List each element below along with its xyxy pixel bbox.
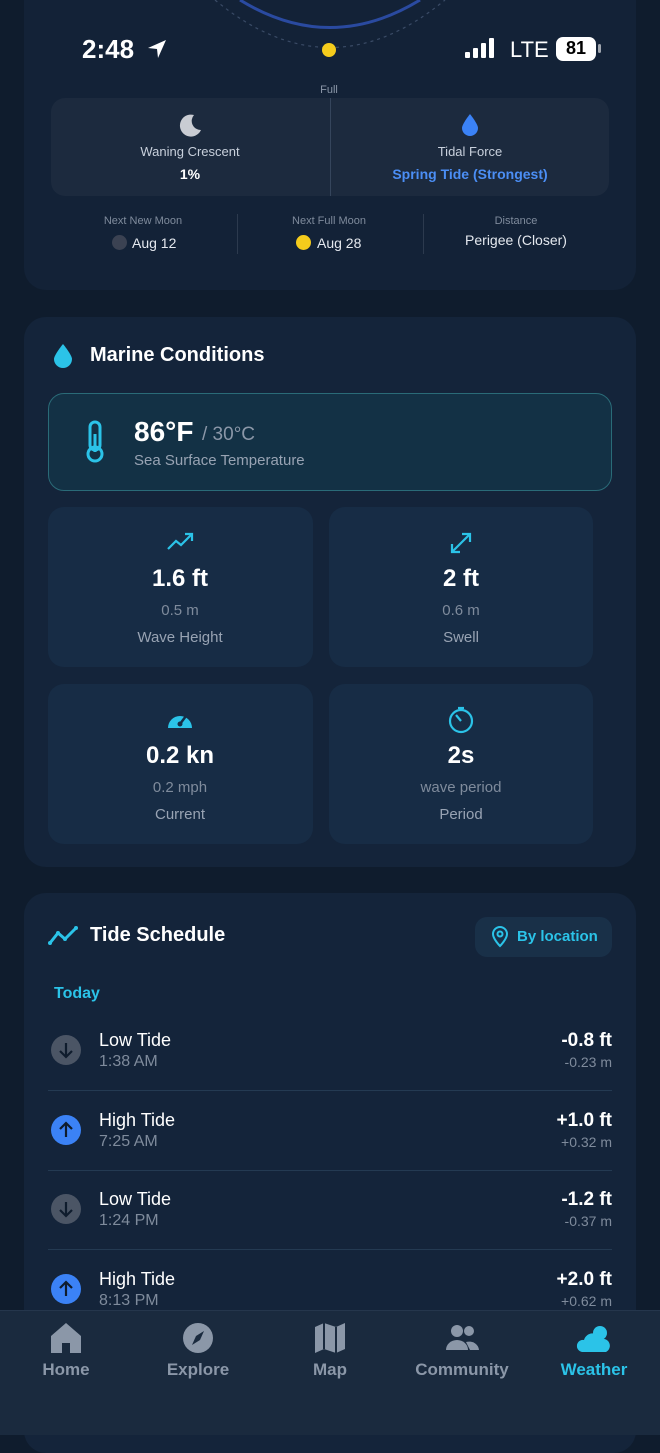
phase-name: Waning Crescent	[140, 144, 240, 159]
divider	[48, 1169, 612, 1171]
divider	[423, 214, 424, 254]
metric-icon	[168, 715, 192, 728]
status-time: 2:48	[82, 34, 135, 64]
metric-label: Current	[154, 806, 206, 823]
tide-direction-icon	[51, 1035, 81, 1065]
divider	[330, 98, 331, 196]
divider	[48, 1249, 612, 1250]
tide-type: High Tide	[99, 1268, 176, 1289]
tab-label[interactable]: Home	[42, 1360, 90, 1379]
signal-icon	[465, 38, 494, 58]
metric-sub: wave period	[420, 779, 502, 796]
orbit-label: Full	[320, 84, 338, 96]
divider	[48, 1090, 612, 1091]
distance-label: Distance	[494, 215, 538, 227]
tab-icon[interactable]	[312, 1320, 348, 1356]
location-button[interactable]	[475, 917, 612, 957]
tab-icon[interactable]	[576, 1320, 612, 1356]
metric-value: 1.6 ft	[151, 565, 209, 592]
sea-temp-alt: / 30°C	[202, 424, 256, 445]
metric-value: 2 ft	[443, 565, 479, 592]
orbit-graphic	[214, 0, 446, 57]
metric-tile	[329, 507, 593, 667]
tide-height-m: -0.23 m	[564, 1054, 612, 1070]
tide-icon	[48, 926, 78, 945]
tab-icon[interactable]	[48, 1320, 84, 1356]
metric-icon	[450, 532, 472, 554]
distance-value: Perigee (Closer)	[465, 232, 567, 248]
tab-icon[interactable]	[444, 1320, 480, 1356]
metric-tile	[48, 507, 313, 667]
tab-label[interactable]: Weather	[560, 1360, 628, 1379]
tide-type: High Tide	[99, 1109, 176, 1130]
tide-height: -1.2 ft	[561, 1189, 612, 1210]
sea-temp-box	[48, 393, 612, 491]
tide-height-m: +0.62 m	[561, 1292, 612, 1309]
full-moon-date: Aug 28	[317, 235, 362, 251]
metric-value: 0.2 kn	[145, 742, 215, 769]
metric-sub: 0.6 m	[442, 602, 480, 619]
metric-label: Period	[439, 806, 483, 823]
marine-title: Marine Conditions	[90, 344, 265, 366]
tide-height-m: -0.37 m	[564, 1213, 612, 1229]
metric-icon	[448, 706, 474, 734]
location-button-label[interactable]: By location	[517, 928, 598, 945]
tide-direction-icon	[51, 1273, 81, 1304]
battery-cap	[598, 44, 601, 53]
metric-value: 2s	[447, 742, 475, 769]
tide-type: Low Tide	[99, 1189, 172, 1209]
thermometer-icon	[86, 420, 104, 463]
tab-label[interactable]: Explore	[166, 1360, 230, 1379]
metric-label: Wave Height	[137, 629, 223, 646]
new-moon-label: Next New Moon	[103, 215, 183, 227]
metric-sub: 0.5 m	[161, 602, 199, 619]
full-moon-label: Next Full Moon	[292, 215, 366, 227]
tide-time: 8:13 PM	[99, 1291, 159, 1309]
pin-icon	[491, 926, 509, 948]
marine-icon	[54, 344, 72, 368]
sea-temp-value: 86°F	[134, 416, 194, 447]
tide-time: 7:25 AM	[99, 1132, 158, 1150]
tide-direction-icon	[51, 1194, 81, 1224]
tide-time: 1:24 PM	[99, 1212, 159, 1229]
location-arrow	[148, 40, 166, 58]
divider	[237, 214, 238, 254]
full-moon-icon	[296, 235, 311, 250]
tab-icon[interactable]	[180, 1320, 216, 1356]
metric-sub: 0.2 mph	[152, 779, 208, 796]
day-label: Today	[54, 985, 100, 1002]
new-moon-date: Aug 12	[132, 235, 177, 251]
metric-label: Swell	[443, 629, 479, 646]
moon-icon	[179, 114, 201, 137]
tide-type: Low Tide	[99, 1030, 172, 1050]
drop-icon	[462, 114, 478, 136]
tide-height: +2.0 ft	[556, 1268, 612, 1290]
tide-direction-icon	[51, 1114, 81, 1145]
tidal-force-label: Tidal Force	[437, 144, 503, 159]
tidal-force-value: Spring Tide (Strongest)	[392, 166, 548, 182]
tab-label[interactable]: Community	[415, 1360, 509, 1379]
phase-illumination: 1%	[179, 166, 201, 182]
tab-label[interactable]: Map	[313, 1360, 347, 1379]
network-label: LTE	[510, 37, 549, 62]
battery-level: 81	[565, 38, 587, 58]
tide-title: Tide Schedule	[90, 924, 226, 946]
sea-temp-label: Sea Surface Temperature	[134, 452, 305, 469]
tide-height: +1.0 ft	[556, 1109, 612, 1131]
metric-tile	[48, 684, 313, 844]
tide-time: 1:38 AM	[99, 1053, 158, 1070]
battery	[556, 37, 596, 61]
tide-height: -0.8 ft	[561, 1030, 612, 1051]
tide-height-m: +0.32 m	[561, 1133, 612, 1150]
new-moon-icon	[112, 235, 127, 250]
metric-icon	[167, 532, 194, 550]
